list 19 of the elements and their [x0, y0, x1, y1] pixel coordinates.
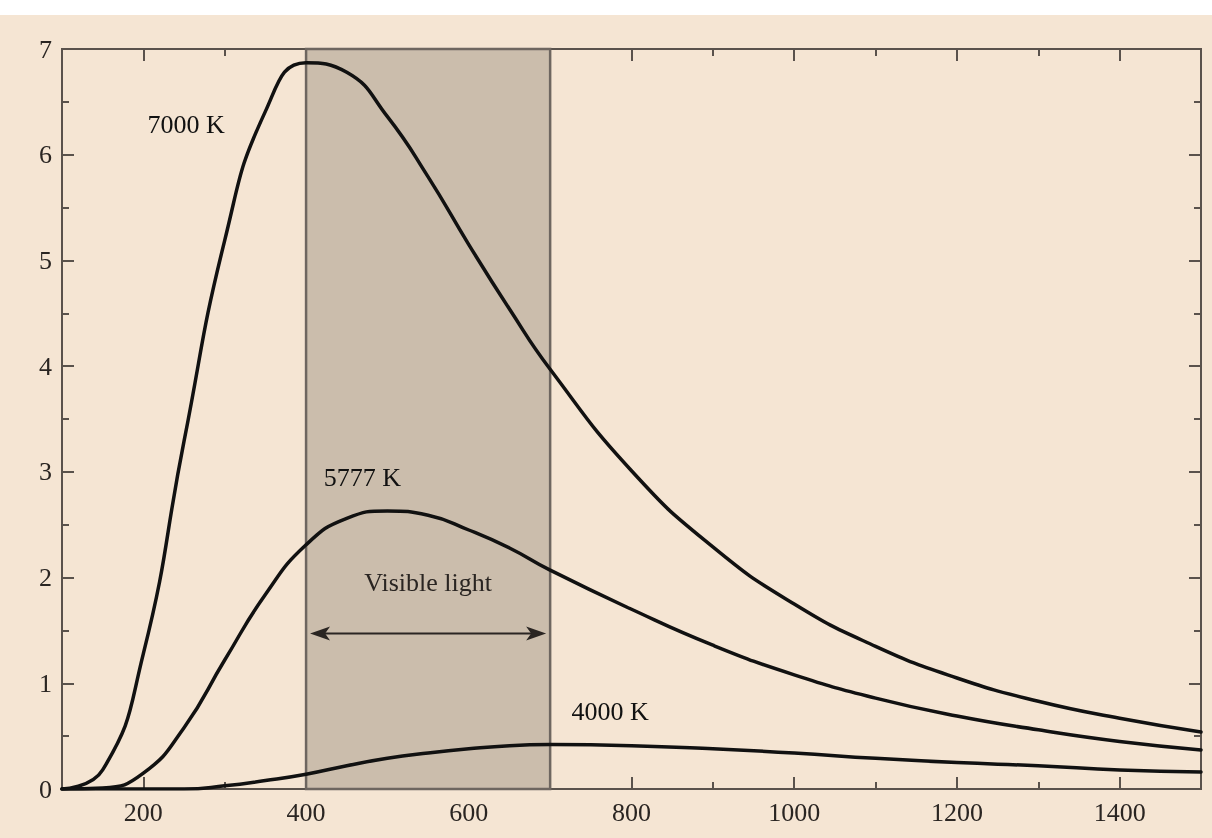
series-label: 4000 K — [571, 697, 649, 727]
series-label: 5777 K — [323, 463, 402, 493]
x-tick-label: 800 — [612, 797, 651, 827]
series-label: 7000 K — [147, 110, 225, 140]
band-label: Visible light — [364, 567, 493, 597]
y-tick-label: 0 — [39, 774, 52, 804]
y-tick-label: 4 — [39, 351, 52, 381]
x-tick-label: 600 — [449, 797, 489, 827]
x-tick-label: 400 — [286, 797, 326, 827]
x-tick-label: 200 — [123, 797, 163, 827]
y-tick-label: 2 — [39, 563, 52, 593]
x-tick-label: 1400 — [1093, 797, 1146, 827]
x-tick-label: 1200 — [930, 797, 983, 827]
y-tick-label: 6 — [39, 140, 52, 170]
y-tick-label: 7 — [39, 34, 52, 64]
y-tick-label: 5 — [39, 245, 52, 275]
y-tick-label: 3 — [39, 457, 52, 487]
y-tick-label: 1 — [39, 668, 52, 698]
x-tick-label: 1000 — [768, 797, 821, 827]
